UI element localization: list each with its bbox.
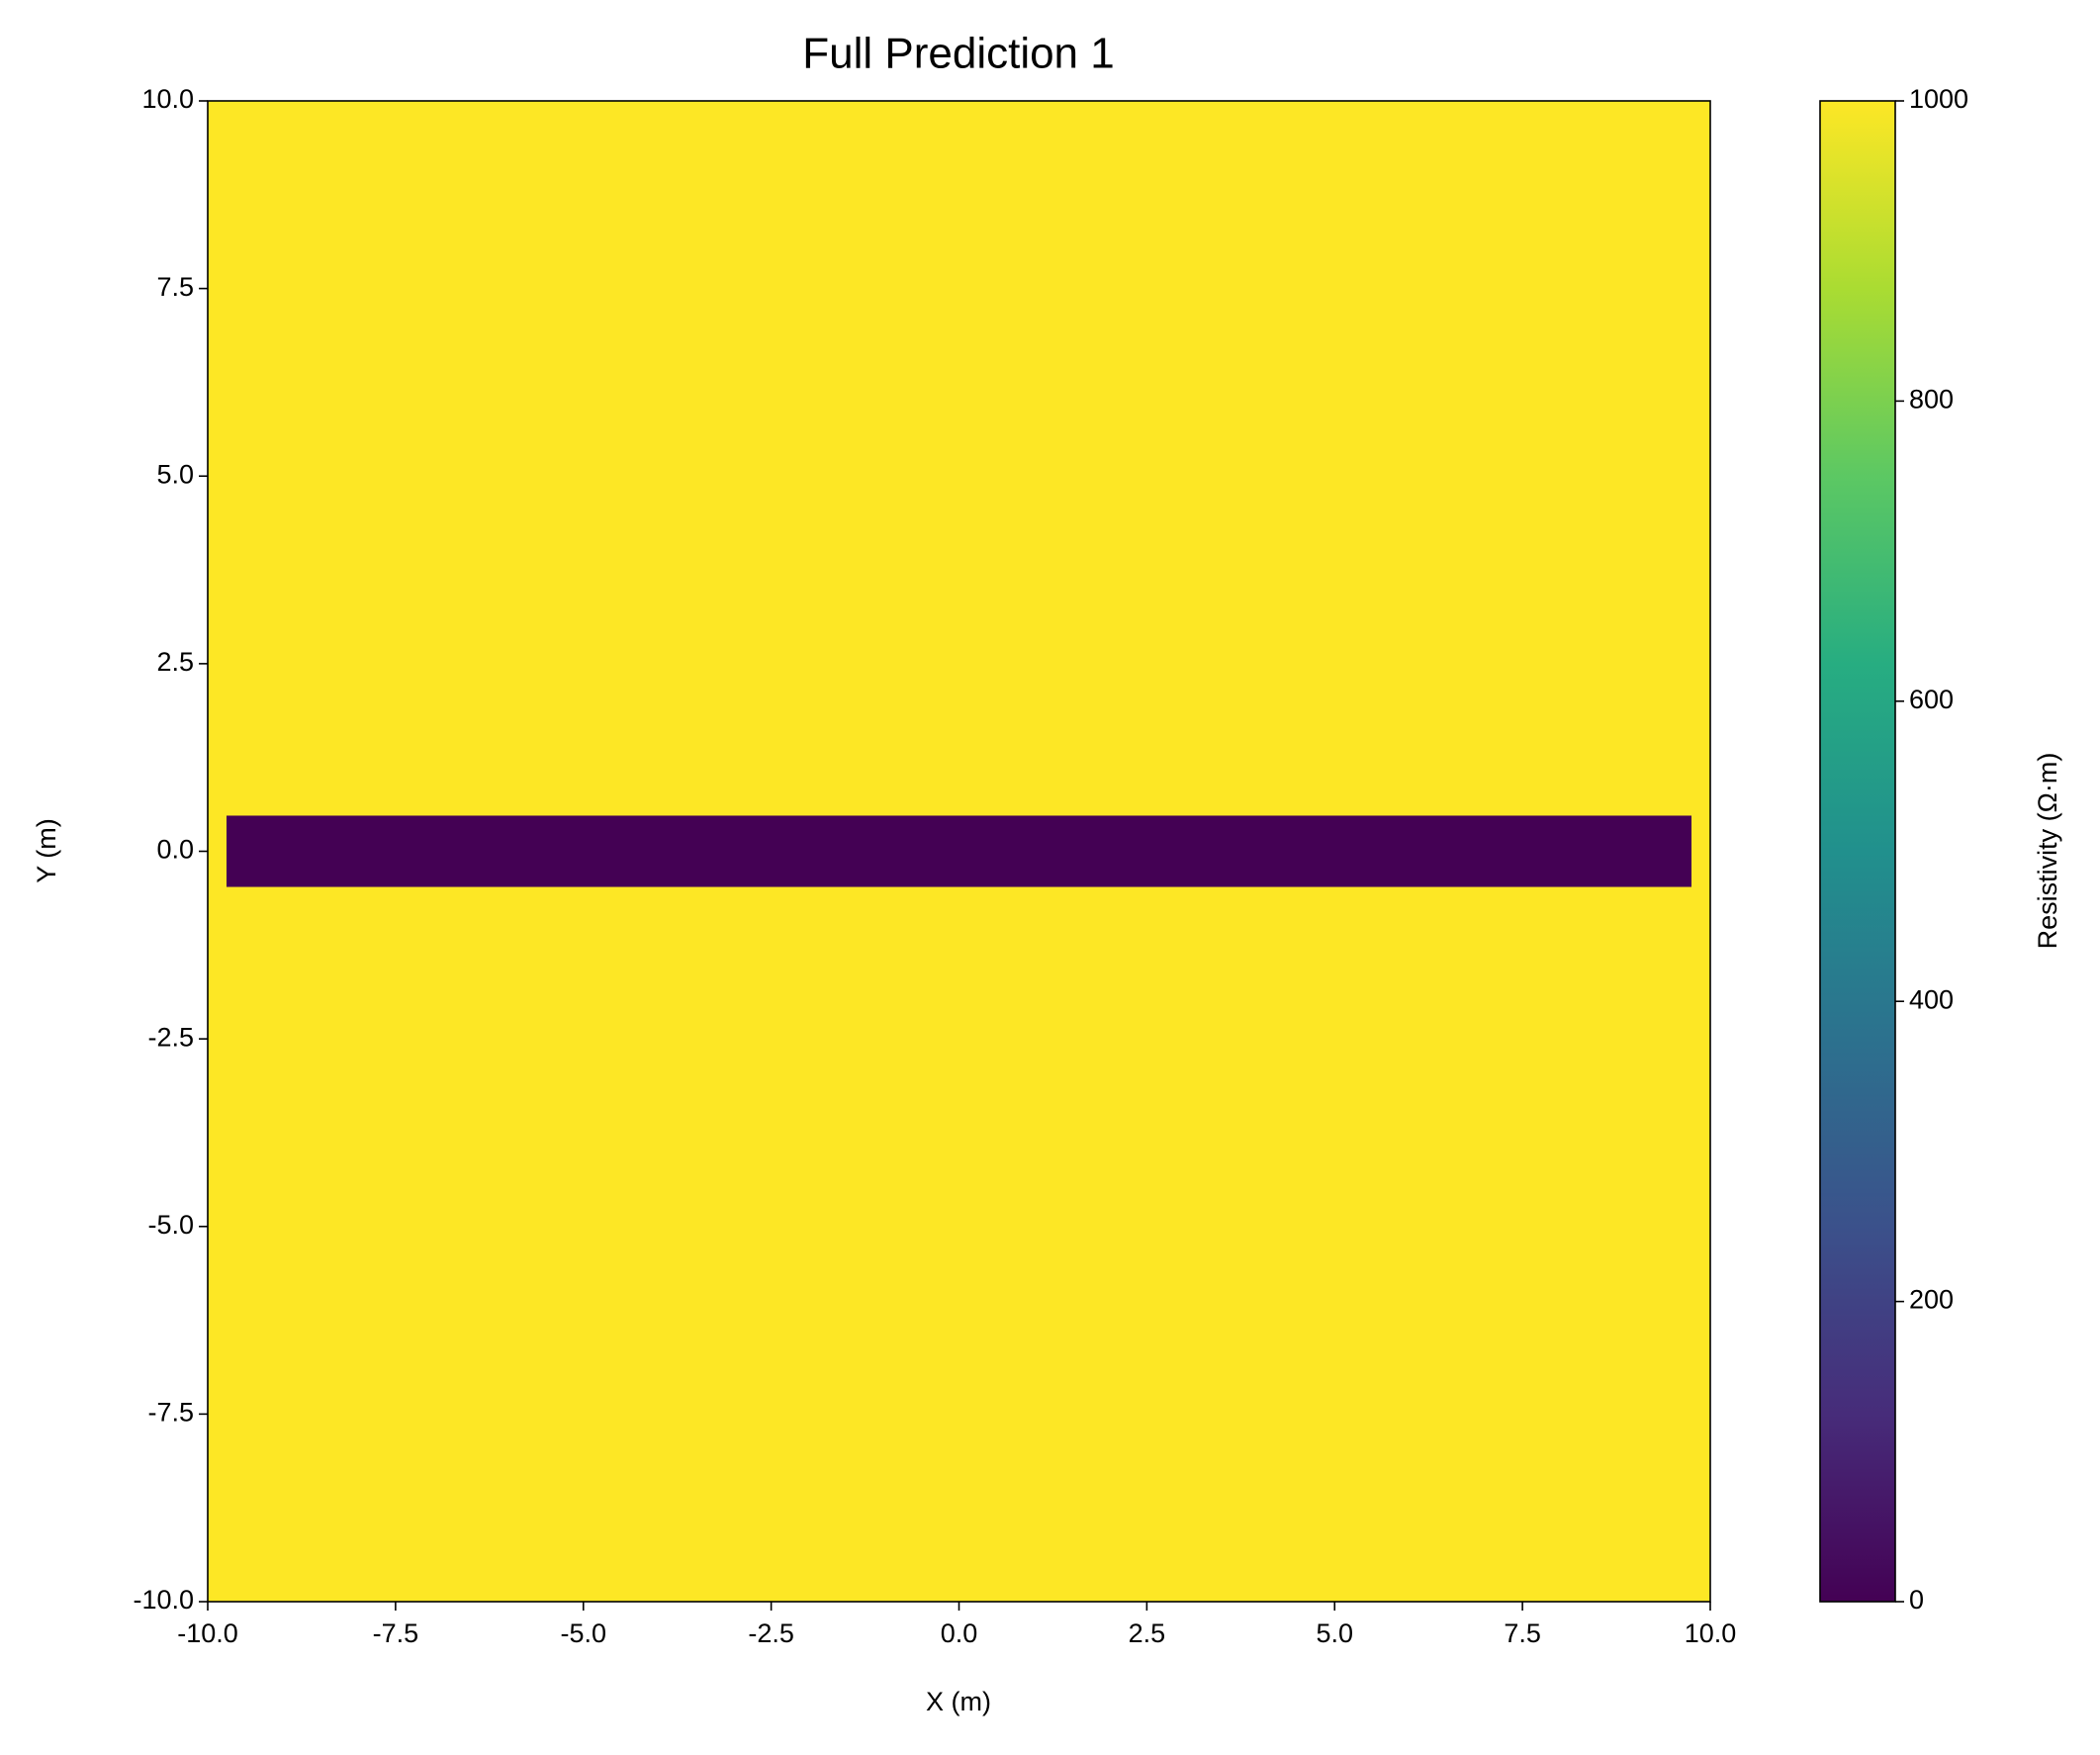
chart-title: Full Prediction 1	[802, 30, 1114, 78]
colorbar-tick-label: 200	[1909, 1285, 1954, 1315]
y-tick-label: 10.0	[141, 84, 194, 114]
x-tick-label: -5.0	[560, 1618, 606, 1648]
x-tick-label: 5.0	[1316, 1618, 1353, 1648]
colorbar-tick-label: 800	[1909, 385, 1954, 415]
y-tick-label: -7.5	[147, 1398, 194, 1428]
heatmap-cell	[226, 815, 1692, 887]
y-tick-label: 7.5	[156, 272, 194, 302]
colorbar-label: Resistivity (Ω·m)	[2033, 753, 2062, 950]
colorbar-tick-label: 400	[1909, 984, 1954, 1014]
x-tick-label: -2.5	[748, 1618, 794, 1648]
colorbar	[1819, 100, 1896, 1603]
x-tick-label: 2.5	[1129, 1618, 1166, 1648]
y-tick-label: 2.5	[156, 647, 194, 677]
x-tick-label: 0.0	[941, 1618, 978, 1648]
y-tick-label: -2.5	[147, 1022, 194, 1052]
x-tick-label: -10.0	[177, 1618, 238, 1648]
x-tick-label: 7.5	[1504, 1618, 1541, 1648]
y-tick-label: -10.0	[133, 1585, 194, 1615]
y-tick-label: -5.0	[147, 1210, 194, 1240]
y-tick-label: 0.0	[156, 835, 194, 865]
colorbar-tick-label: 1000	[1909, 84, 1968, 114]
y-axis-label: Y (m)	[32, 818, 61, 883]
x-axis-label: X (m)	[926, 1687, 991, 1716]
colorbar-tick-label: 600	[1909, 685, 1954, 714]
y-tick-label: 5.0	[156, 459, 194, 489]
x-tick-label: 10.0	[1685, 1618, 1737, 1648]
colorbar-tick-label: 0	[1909, 1585, 1924, 1615]
x-tick-label: -7.5	[373, 1618, 419, 1648]
